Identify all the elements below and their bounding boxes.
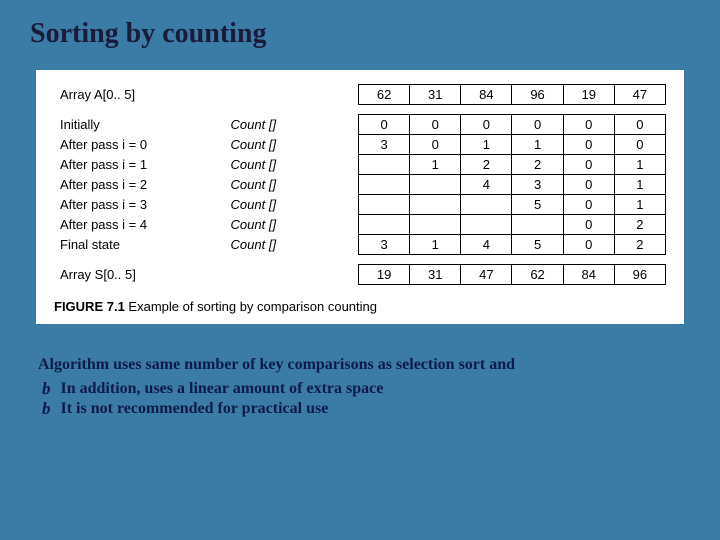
count-cell: 5 [512,195,563,215]
count-cell: 2 [614,215,665,235]
notes-block: Algorithm uses same number of key compar… [30,356,690,418]
row-label: Initially [54,115,225,135]
array-s-label: Array S[0.. 5] [54,265,225,285]
count-cell: 0 [512,115,563,135]
count-cell: 2 [461,155,512,175]
count-cell [461,195,512,215]
count-cell: 3 [512,175,563,195]
count-label: Count [] [225,175,359,195]
footer-cell: 19 [359,265,410,285]
footer-cell: 62 [512,265,563,285]
count-cell: 0 [563,135,614,155]
count-cell [461,215,512,235]
array-a-label: Array A[0.. 5] [54,85,225,105]
table-row: After pass i = 4 Count [] 0 2 [54,215,666,235]
footer-spacer [225,265,359,285]
row-label: After pass i = 4 [54,215,225,235]
notes-list: b In addition, uses a linear amount of e… [38,380,682,418]
count-cell [359,215,410,235]
count-cell: 1 [614,155,665,175]
row-label: Final state [54,235,225,255]
count-label: Count [] [225,235,359,255]
footer-cell: 31 [410,265,461,285]
count-cell [410,175,461,195]
figure-caption: FIGURE 7.1 Example of sorting by compari… [54,299,666,314]
count-cell: 0 [563,115,614,135]
count-cell: 0 [563,215,614,235]
table-row: After pass i = 1 Count [] 1 2 2 0 1 [54,155,666,175]
figure-container: Array A[0.. 5] 62 31 84 96 19 47 Initial… [36,70,684,324]
table-row: After pass i = 3 Count [] 5 0 1 [54,195,666,215]
count-cell [359,195,410,215]
row-label: After pass i = 3 [54,195,225,215]
count-cell: 0 [359,115,410,135]
header-spacer [225,85,359,105]
count-cell: 1 [461,135,512,155]
count-cell: 1 [410,155,461,175]
table-footer-row: Array S[0.. 5] 19 31 47 62 84 96 [54,265,666,285]
count-cell: 2 [614,235,665,255]
footer-cell: 47 [461,265,512,285]
count-cell: 1 [512,135,563,155]
table-row: Initially Count [] 0 0 0 0 0 0 [54,115,666,135]
header-cell: 62 [359,85,410,105]
count-cell: 3 [359,135,410,155]
table-header-row: Array A[0.. 5] 62 31 84 96 19 47 [54,85,666,105]
count-cell [359,175,410,195]
count-cell: 3 [359,235,410,255]
header-cell: 96 [512,85,563,105]
count-cell: 0 [563,175,614,195]
count-cell: 4 [461,175,512,195]
bullet-icon: b [42,400,51,417]
row-label: After pass i = 0 [54,135,225,155]
count-cell [359,155,410,175]
count-cell: 5 [512,235,563,255]
count-cell [512,215,563,235]
count-cell: 0 [563,155,614,175]
count-cell: 4 [461,235,512,255]
header-cell: 47 [614,85,665,105]
count-label: Count [] [225,155,359,175]
count-label: Count [] [225,135,359,155]
count-cell: 1 [614,195,665,215]
table-row: Final state Count [] 3 1 4 5 0 2 [54,235,666,255]
figure-number: FIGURE 7.1 [54,299,125,314]
count-cell: 0 [614,135,665,155]
count-cell: 0 [410,115,461,135]
bullet-icon: b [42,380,51,397]
count-cell: 0 [461,115,512,135]
count-label: Count [] [225,215,359,235]
table-row: After pass i = 0 Count [] 3 0 1 1 0 0 [54,135,666,155]
count-cell: 1 [614,175,665,195]
notes-lead: Algorithm uses same number of key compar… [38,356,682,374]
header-cell: 19 [563,85,614,105]
counting-table: Array A[0.. 5] 62 31 84 96 19 47 Initial… [54,84,666,285]
figure-caption-text: Example of sorting by comparison countin… [128,299,377,314]
footer-cell: 96 [614,265,665,285]
count-cell: 0 [563,235,614,255]
row-label: After pass i = 2 [54,175,225,195]
list-item: b In addition, uses a linear amount of e… [42,380,682,398]
count-cell [410,195,461,215]
header-cell: 31 [410,85,461,105]
count-cell: 0 [614,115,665,135]
count-cell: 2 [512,155,563,175]
footer-cell: 84 [563,265,614,285]
header-cell: 84 [461,85,512,105]
row-label: After pass i = 1 [54,155,225,175]
count-cell [410,215,461,235]
count-cell: 1 [410,235,461,255]
slide-title: Sorting by counting [30,18,690,50]
count-label: Count [] [225,115,359,135]
slide: Sorting by counting Array A[0.. 5] 62 31… [0,0,720,540]
bullet-text: It is not recommended for practical use [61,400,329,418]
bullet-text: In addition, uses a linear amount of ext… [61,380,384,398]
count-cell: 0 [563,195,614,215]
count-cell: 0 [410,135,461,155]
table-row: After pass i = 2 Count [] 4 3 0 1 [54,175,666,195]
count-label: Count [] [225,195,359,215]
list-item: b It is not recommended for practical us… [42,400,682,418]
